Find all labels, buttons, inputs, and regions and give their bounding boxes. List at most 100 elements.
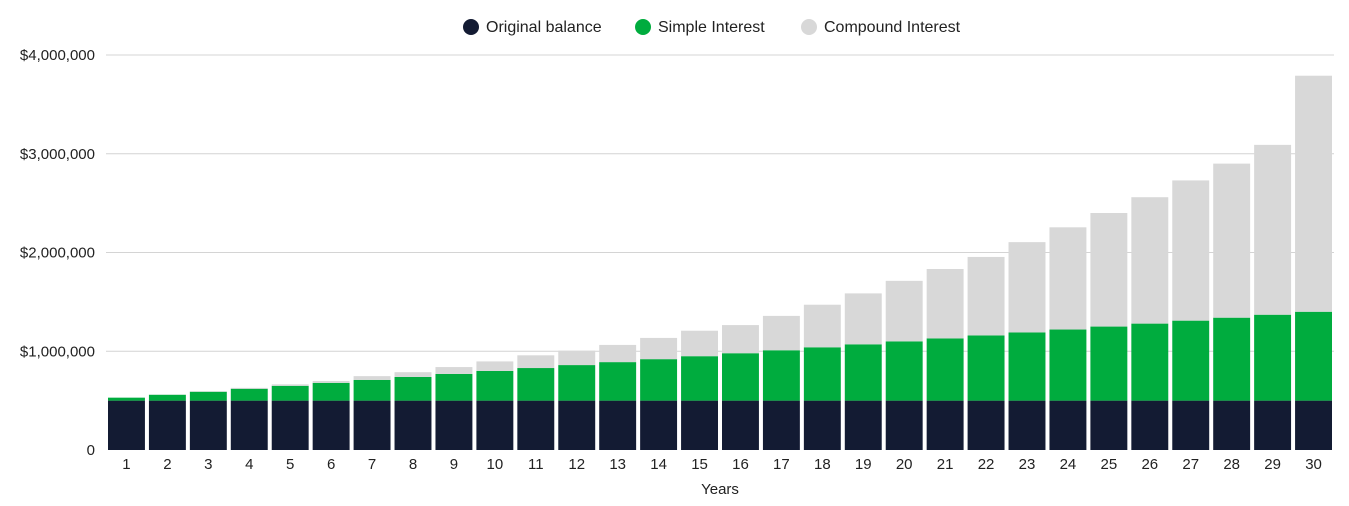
x-tick-label: 27	[1182, 456, 1199, 473]
bar-compound-interest-20	[885, 280, 923, 342]
x-tick-label: 10	[487, 456, 504, 473]
bar-compound-interest-17	[762, 315, 800, 351]
bar-compound-interest-7	[353, 376, 391, 380]
x-tick-label: 1	[122, 456, 130, 473]
x-tick-label: 24	[1060, 456, 1077, 473]
bar-compound-interest-9	[435, 367, 473, 374]
bar-original-balance-21	[926, 400, 964, 450]
bar-simple-interest-8	[394, 376, 432, 401]
bar-original-balance-15	[681, 400, 718, 450]
bar-compound-interest-19	[844, 293, 882, 345]
x-tick-label: 25	[1101, 456, 1118, 473]
gridlines	[106, 54, 1334, 352]
bar-compound-interest-26	[1131, 197, 1169, 324]
bar-simple-interest-9	[435, 373, 473, 401]
x-tick-label: 6	[327, 456, 335, 473]
x-tick-label: 9	[450, 456, 458, 473]
bar-compound-interest-10	[476, 361, 514, 371]
legend-swatch-original-balance	[463, 19, 479, 35]
bar-simple-interest-30	[1295, 311, 1332, 401]
y-axis: 0 $1,000,000 $2,000,000 $3,000,000 $4,000,00…	[20, 47, 95, 459]
bar-original-balance-25	[1090, 400, 1128, 450]
x-tick-label: 8	[409, 456, 417, 473]
bar-original-balance-6	[312, 400, 350, 450]
bar-simple-interest-4	[230, 388, 268, 401]
bar-simple-interest-7	[353, 379, 391, 401]
x-axis-title: Years	[701, 481, 739, 498]
bar-simple-interest-5	[271, 385, 309, 401]
x-tick-label: 28	[1223, 456, 1240, 473]
x-tick-label: 11	[528, 456, 544, 473]
bar-simple-interest-24	[1049, 329, 1087, 401]
bar-compound-interest-13	[599, 344, 637, 363]
bar-simple-interest-28	[1213, 317, 1251, 401]
bar-simple-interest-29	[1254, 314, 1292, 401]
bar-original-balance-5	[271, 400, 309, 450]
bar-original-balance-19	[844, 400, 882, 450]
bar-original-balance-20	[885, 400, 923, 450]
bar-simple-interest-22	[967, 335, 1005, 401]
y-tick-label: $4,000,000	[20, 47, 95, 64]
bar-original-balance-16	[722, 400, 759, 450]
legend-label-simple-interest: Simple Interest	[658, 19, 765, 36]
bar-compound-interest-23	[1008, 242, 1046, 333]
bar-compound-interest-4	[230, 387, 268, 389]
bar-simple-interest-13	[599, 362, 637, 401]
bar-original-balance-18	[803, 400, 841, 450]
x-tick-label: 12	[568, 456, 585, 473]
bar-original-balance-17	[762, 400, 800, 450]
bar-original-balance-2	[148, 400, 186, 450]
bar-simple-interest-3	[189, 391, 227, 401]
bar-original-balance-22	[967, 400, 1005, 450]
x-tick-label: 15	[691, 456, 708, 473]
bar-original-balance-12	[558, 400, 596, 450]
bar-compound-interest-22	[967, 256, 1005, 336]
bar-original-balance-26	[1131, 400, 1169, 450]
bar-compound-interest-6	[312, 380, 350, 383]
bar-original-balance-11	[517, 400, 555, 450]
bar-compound-interest-8	[394, 372, 432, 377]
bar-simple-interest-6	[312, 382, 350, 401]
bar-simple-interest-19	[844, 344, 882, 401]
x-tick-label: 4	[245, 456, 253, 473]
bar-compound-interest-15	[681, 330, 718, 357]
bar-compound-interest-14	[640, 337, 678, 360]
bar-simple-interest-11	[517, 368, 555, 401]
y-tick-label: $2,000,000	[20, 245, 95, 262]
y-tick-label: $3,000,000	[20, 146, 95, 163]
bar-original-balance-3	[189, 400, 227, 450]
x-tick-label: 3	[204, 456, 212, 473]
x-tick-label: 22	[978, 456, 995, 473]
bar-compound-interest-11	[517, 355, 555, 369]
legend-swatch-compound-interest	[801, 19, 817, 35]
x-tick-label: 20	[896, 456, 913, 473]
bar-simple-interest-18	[803, 347, 841, 401]
x-tick-label: 16	[732, 456, 749, 473]
bar-simple-interest-26	[1131, 323, 1169, 401]
bar-original-balance-10	[476, 400, 514, 450]
bar-simple-interest-15	[681, 356, 718, 401]
bar-original-balance-13	[599, 400, 637, 450]
legend-label-compound-interest: Compound Interest	[824, 19, 961, 36]
bar-compound-interest-25	[1090, 213, 1128, 327]
bar-original-balance-8	[394, 400, 432, 450]
bar-simple-interest-2	[148, 394, 186, 401]
x-tick-label: 23	[1019, 456, 1036, 473]
bar-compound-interest-16	[722, 325, 759, 354]
bar-simple-interest-16	[722, 353, 759, 401]
x-tick-label: 26	[1141, 456, 1158, 473]
bar-compound-interest-29	[1254, 144, 1292, 315]
bar-simple-interest-1	[108, 397, 145, 401]
bar-simple-interest-14	[640, 359, 678, 401]
bar-simple-interest-23	[1008, 332, 1046, 401]
bar-original-balance-30	[1295, 400, 1332, 450]
bar-compound-interest-12	[558, 350, 596, 366]
bar-simple-interest-27	[1172, 320, 1210, 401]
bar-original-balance-4	[230, 400, 268, 450]
bar-compound-interest-18	[803, 304, 841, 348]
bar-original-balance-24	[1049, 400, 1087, 450]
bar-compound-interest-30	[1295, 75, 1332, 312]
legend-label-original-balance: Original balance	[486, 19, 602, 36]
x-tick-label: 5	[286, 456, 294, 473]
bar-original-balance-23	[1008, 400, 1046, 450]
